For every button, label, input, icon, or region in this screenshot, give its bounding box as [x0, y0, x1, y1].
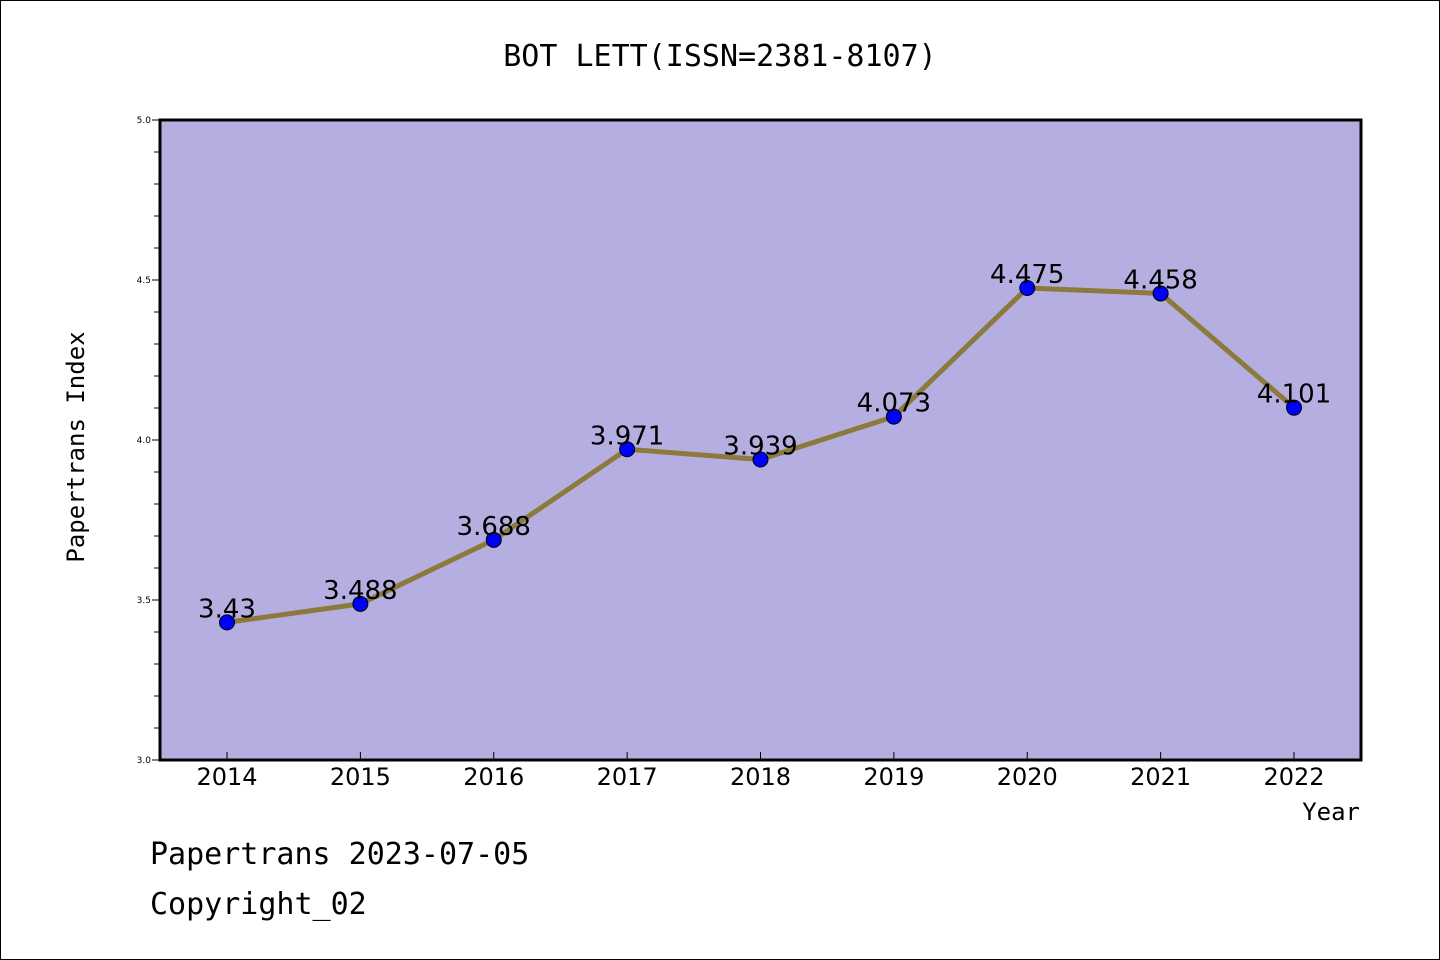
chart-title: BOT LETT(ISSN=2381-8107) [503, 39, 936, 74]
data-label: 3.488 [323, 576, 397, 606]
footer-date-text: Papertrans 2023-07-05 [150, 837, 529, 872]
data-label: 4.073 [857, 389, 931, 419]
data-label: 3.688 [457, 512, 531, 542]
data-label: 4.458 [1123, 265, 1197, 295]
data-point [1286, 399, 1302, 416]
y-tick-label: 4.5 [137, 276, 151, 286]
data-point [752, 451, 769, 468]
data-label: 3.939 [723, 432, 797, 462]
data-point [219, 614, 235, 631]
y-tick-label: 5.0 [137, 116, 152, 126]
data-point [1019, 280, 1036, 296]
data-label: 4.475 [990, 260, 1064, 290]
x-tick-label: 2019 [863, 763, 924, 791]
y-axis-label: Papertrans Index [62, 331, 90, 562]
footer-copyright-text: Copyright_02 [150, 887, 367, 922]
data-point [885, 408, 902, 425]
data-point [1152, 285, 1169, 302]
x-axis-label: Year [1302, 798, 1360, 826]
x-tick-label: 2015 [330, 763, 391, 791]
x-tick-label: 2017 [597, 763, 658, 791]
y-axis: 3.0 3.5 4.0 4.5 5.0 [137, 116, 160, 766]
data-point [485, 531, 502, 548]
x-tick-label: 2016 [463, 763, 524, 791]
y-tick-label: 3.0 [137, 756, 152, 766]
series-group: 3.43 3.488 3.688 3.971 3.939 4.073 4.475 4.458 4… [198, 260, 1331, 631]
data-label: 3.43 [198, 594, 256, 624]
x-tick-label: 2021 [1130, 763, 1191, 791]
x-tick-label: 2014 [196, 763, 257, 791]
x-tick-label: 2018 [730, 763, 791, 791]
plot-area [158, 118, 1363, 762]
y-tick-label: 3.5 [137, 596, 151, 606]
y-tick-label: 4.0 [137, 436, 152, 446]
data-point [352, 595, 369, 612]
x-tick-label: 2020 [997, 763, 1058, 791]
data-label: 4.101 [1257, 380, 1331, 410]
x-axis: 2014 2015 2016 2017 2018 2019 2020 2021 2022 [196, 752, 1325, 791]
data-label: 3.971 [590, 421, 664, 451]
x-tick-label: 2022 [1263, 763, 1324, 791]
data-point [619, 441, 636, 458]
